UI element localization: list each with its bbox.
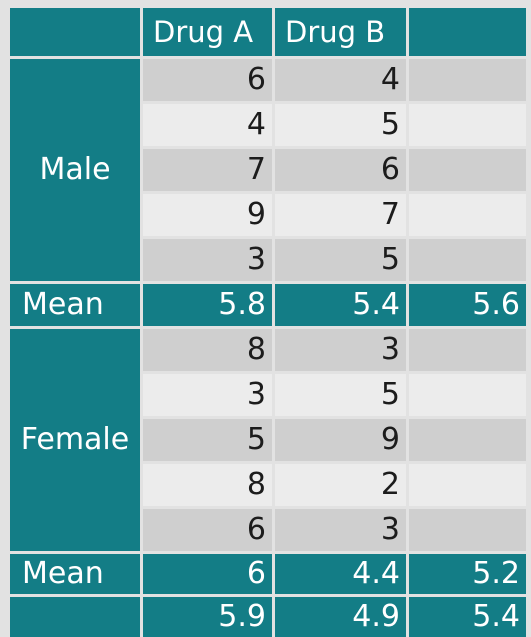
male-row-5-drug-a: 3 (143, 239, 272, 281)
male-mean-drug-a: 5.8 (143, 284, 272, 326)
male-mean-label: Mean (10, 284, 140, 326)
male-row-2-drug-b: 5 (275, 104, 406, 146)
male-row-1-empty (409, 59, 526, 101)
female-row-4-empty (409, 464, 526, 506)
male-row-5-drug-b: 5 (275, 239, 406, 281)
male-row-3-empty (409, 149, 526, 191)
header-row-mean (409, 8, 526, 56)
male-row-2-empty (409, 104, 526, 146)
group-label-female: Female (10, 329, 140, 551)
female-row-2-empty (409, 374, 526, 416)
female-row-5-drug-a: 6 (143, 509, 272, 551)
male-row-1-drug-b: 4 (275, 59, 406, 101)
totals-label (10, 597, 140, 637)
female-row-2-drug-b: 5 (275, 374, 406, 416)
male-row-1-drug-a: 6 (143, 59, 272, 101)
male-row-2-drug-a: 4 (143, 104, 272, 146)
group-label-male: Male (10, 59, 140, 281)
totals-drug-b: 4.9 (275, 597, 406, 637)
female-mean-drug-a: 6 (143, 554, 272, 594)
female-row-2-drug-a: 3 (143, 374, 272, 416)
female-row-5-drug-b: 3 (275, 509, 406, 551)
male-row-3-drug-b: 6 (275, 149, 406, 191)
female-mean-overall: 5.2 (409, 554, 526, 594)
female-row-3-drug-b: 9 (275, 419, 406, 461)
male-row-4-drug-a: 9 (143, 194, 272, 236)
header-drug-a: Drug A (143, 8, 272, 56)
female-row-5-empty (409, 509, 526, 551)
female-row-3-drug-a: 5 (143, 419, 272, 461)
male-mean-drug-b: 5.4 (275, 284, 406, 326)
female-row-1-drug-a: 8 (143, 329, 272, 371)
female-mean-label: Mean (10, 554, 140, 594)
header-drug-b: Drug B (275, 8, 406, 56)
female-row-1-empty (409, 329, 526, 371)
header-corner (10, 8, 140, 56)
data-table: Drug A Drug B Male 6 4 4 5 7 6 9 7 3 5 M… (10, 8, 526, 637)
male-mean-overall: 5.6 (409, 284, 526, 326)
totals-overall: 5.4 (409, 597, 526, 637)
female-row-4-drug-a: 8 (143, 464, 272, 506)
male-row-4-empty (409, 194, 526, 236)
female-row-1-drug-b: 3 (275, 329, 406, 371)
female-mean-drug-b: 4.4 (275, 554, 406, 594)
male-row-4-drug-b: 7 (275, 194, 406, 236)
female-row-4-drug-b: 2 (275, 464, 406, 506)
male-row-5-empty (409, 239, 526, 281)
totals-drug-a: 5.9 (143, 597, 272, 637)
male-row-3-drug-a: 7 (143, 149, 272, 191)
female-row-3-empty (409, 419, 526, 461)
